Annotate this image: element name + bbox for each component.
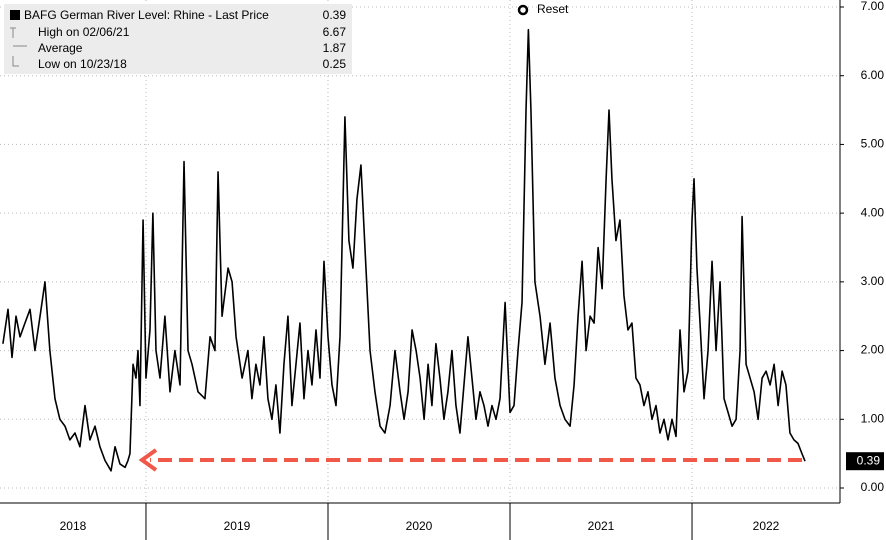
- legend-box: [4, 4, 352, 74]
- y-tick-label: 5.00: [861, 137, 885, 151]
- x-tick-label: 2020: [406, 519, 433, 533]
- line: [2, 28, 806, 472]
- x-tick-label: 2022: [753, 519, 780, 533]
- stat-value: 6.67: [323, 25, 347, 39]
- legend-label: BAFG German River Level: Rhine - Last Pr…: [24, 8, 269, 22]
- x-tick-label: 2021: [588, 519, 615, 533]
- reset-button[interactable]: Reset: [517, 2, 569, 16]
- button-label[interactable]: Reset: [537, 2, 569, 16]
- stat-label: Low on 10/23/18: [38, 57, 127, 71]
- y-tick-label: 0.00: [861, 480, 885, 494]
- stat-label: High on 02/06/21: [38, 25, 130, 39]
- x-tick-label: 2019: [224, 519, 251, 533]
- stat-value: 1.87: [323, 41, 347, 55]
- legend-icons: [10, 27, 27, 67]
- y-tick-label: 2.00: [861, 343, 885, 357]
- axis-labels: 0.00 1.00 2.00 3.00 4.00 5.00 6.00 7.00 2018 2019…: [60, 0, 885, 540]
- grid: [0, 0, 840, 503]
- last-price-tag: [846, 452, 884, 471]
- plot: [2, 28, 806, 472]
- y-tick-label: 4.00: [861, 205, 885, 219]
- y-tick-label: 7.00: [861, 0, 885, 13]
- x-tick-label: 2018: [60, 519, 87, 533]
- legend-swatch: [10, 10, 20, 20]
- y-tick-label: 1.00: [861, 411, 885, 425]
- last-price-label: 0.39: [857, 453, 881, 467]
- arrow: [138, 448, 802, 472]
- legend-value: 0.39: [323, 8, 347, 22]
- y-tick-label: 3.00: [861, 274, 885, 288]
- y-tick-label: 6.00: [861, 68, 885, 82]
- stat-value: 0.25: [323, 57, 347, 71]
- legend: BAFG German River Level: Rhine - Last Pr…: [4, 4, 352, 74]
- stat-label: Average: [38, 41, 83, 55]
